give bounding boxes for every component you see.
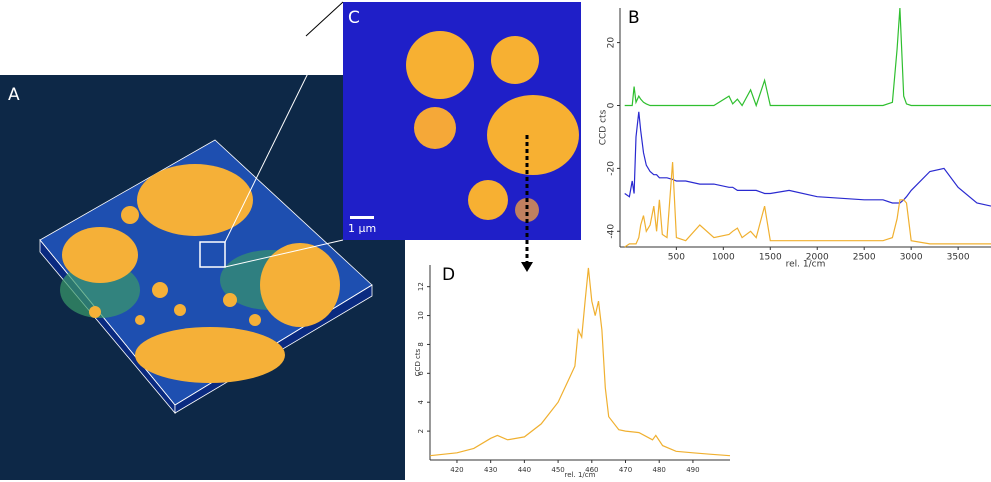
spectrum-line: [624, 7, 991, 108]
y-tick-label: -20: [607, 161, 617, 176]
x-tick-label: 2500: [853, 253, 876, 263]
y-tick-label: 20: [607, 37, 617, 49]
y-tick-label: 0: [607, 102, 617, 108]
panel-a-image: [0, 1, 405, 480]
x-axis-label: rel. 1/cm: [786, 260, 826, 270]
x-tick-label: 420: [450, 466, 463, 474]
x-tick-label: 500: [668, 253, 685, 263]
y-tick-label: -40: [607, 224, 617, 239]
panel-c-image: [305, 1, 581, 240]
y-axis-label: CCD cts: [599, 109, 609, 145]
spectrum-line: [624, 162, 991, 248]
x-tick-label: 450: [551, 466, 564, 474]
y-tick-label: 6: [417, 371, 425, 376]
x-tick-label: 1500: [759, 253, 782, 263]
y-tick-label: 4: [417, 399, 425, 404]
x-axis-label: rel. 1/cm: [565, 471, 596, 479]
x-tick-label: 430: [484, 466, 497, 474]
scale-bar-label: 1 µm: [348, 222, 376, 235]
panel-label: C: [348, 8, 360, 28]
panel-label: D: [442, 265, 455, 285]
y-tick-label: 2: [417, 429, 425, 433]
x-tick-label: 3500: [947, 253, 970, 263]
spectrum-line: [429, 267, 731, 457]
spectrum-line: [624, 111, 991, 207]
y-tick-label: 12: [417, 282, 425, 291]
y-axis-label: CCD cts: [414, 348, 422, 376]
x-tick-label: 490: [686, 466, 699, 474]
x-tick-label: 460: [585, 466, 598, 474]
x-tick-label: 3000: [900, 253, 923, 263]
panel-label: A: [8, 85, 20, 105]
x-tick-label: 480: [653, 466, 666, 474]
x-tick-label: 2000: [806, 253, 829, 263]
y-tick-label: 8: [417, 342, 425, 346]
x-tick-label: 1000: [712, 253, 735, 263]
x-tick-label: 470: [619, 466, 632, 474]
x-tick-label: 440: [518, 466, 531, 474]
panel-label: B: [628, 8, 640, 28]
arrow-head: [521, 262, 533, 272]
y-tick-label: 10: [417, 311, 425, 320]
